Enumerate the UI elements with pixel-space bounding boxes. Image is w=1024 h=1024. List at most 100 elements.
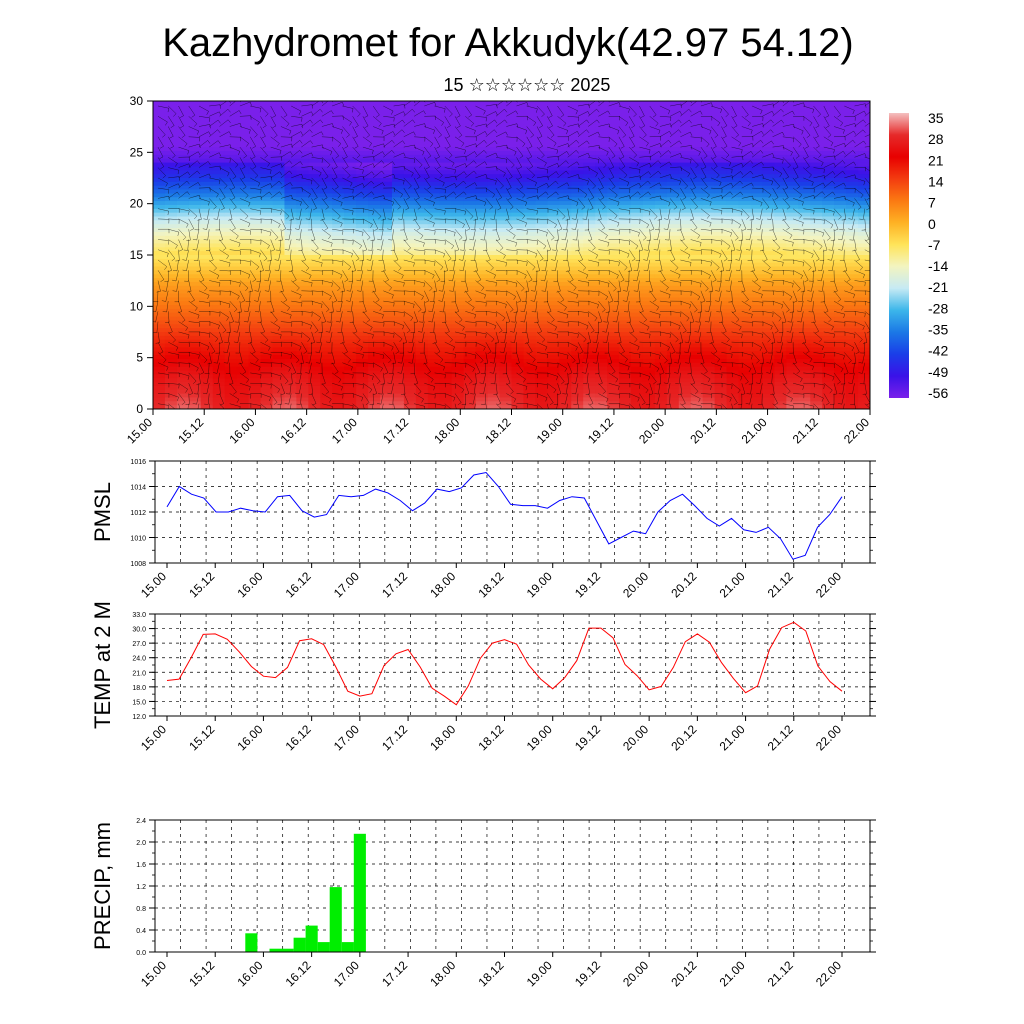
heatmap-cell — [583, 305, 596, 310]
heatmap-cell — [750, 335, 764, 341]
heatmap-cell — [439, 389, 453, 395]
heatmap-cell — [678, 251, 692, 256]
heatmap-cell — [571, 212, 584, 218]
heatmap-cell — [535, 158, 548, 164]
heatmap-cell — [690, 185, 704, 191]
heatmap-cell — [499, 185, 513, 191]
heatmap-cell — [356, 362, 369, 368]
heatmap-cell — [690, 378, 704, 383]
heatmap-cell — [296, 193, 309, 198]
heatmap-cell — [308, 401, 321, 406]
heatmap-cell — [642, 366, 656, 372]
heatmap-cell — [236, 351, 250, 356]
heatmap-cell — [487, 312, 501, 318]
heatmap-cell — [463, 212, 477, 218]
heatmap-cell — [356, 370, 369, 375]
heatmap-cell — [344, 351, 357, 356]
heatmap-cell — [176, 216, 190, 221]
heatmap-cell — [176, 328, 190, 333]
heatmap-cell — [714, 201, 728, 206]
heatmap-cell — [403, 170, 417, 175]
heatmap-cell — [284, 266, 297, 271]
heatmap-cell — [392, 247, 405, 252]
heatmap-cell — [523, 358, 536, 364]
heatmap-cell — [654, 154, 668, 160]
heatmap-cell — [368, 374, 381, 379]
heatmap-cell — [296, 278, 309, 283]
heatmap-cell — [678, 362, 692, 368]
heatmap-cell — [595, 131, 608, 137]
wind-barb — [168, 105, 177, 114]
heatmap-cell — [750, 255, 764, 260]
heatmap-cell — [153, 112, 166, 117]
heatmap-cell — [583, 239, 596, 245]
heatmap-cell — [380, 355, 393, 360]
heatmap-cell — [176, 235, 190, 241]
heatmap-cell — [702, 343, 716, 348]
heatmap-cell — [475, 104, 489, 110]
heatmap-cell — [344, 231, 357, 237]
heatmap-cell — [583, 120, 596, 125]
heatmap-cell — [571, 385, 584, 391]
heatmap-cell — [392, 316, 405, 322]
heatmap-cell — [499, 235, 513, 241]
heatmap-cell — [153, 189, 166, 194]
heatmap-cell — [798, 320, 811, 325]
heatmap-cell — [774, 320, 787, 325]
heatmap-cell — [666, 204, 680, 210]
heatmap-cell — [380, 162, 393, 168]
heatmap-cell — [678, 147, 692, 152]
heatmap-cell — [523, 370, 536, 375]
heatmap-cell — [427, 212, 441, 218]
heatmap-cell — [164, 201, 178, 206]
heatmap-cell — [858, 366, 870, 372]
heatmap-cell — [774, 135, 787, 141]
heatmap-cell — [846, 116, 859, 121]
heatmap-cell — [403, 178, 417, 183]
heatmap-cell — [547, 151, 560, 156]
heatmap-cell — [511, 235, 525, 241]
heatmap-cell — [499, 258, 513, 264]
heatmap-cell — [344, 174, 357, 179]
heatmap-cell — [774, 293, 787, 298]
heatmap-cell — [858, 101, 870, 106]
heatmap-cell — [678, 181, 692, 187]
heatmap-cell — [762, 339, 775, 345]
heatmap-cell — [714, 124, 728, 129]
heatmap-cell — [834, 285, 847, 291]
heatmap-cell — [356, 158, 369, 164]
heatmap-cell — [499, 201, 513, 206]
heatmap-cell — [738, 285, 752, 291]
heatmap-cell — [439, 393, 453, 399]
heatmap-cell — [810, 370, 823, 375]
heatmap-cell — [296, 162, 309, 168]
heatmap-cell — [571, 162, 584, 168]
heatmap-cell — [786, 101, 799, 106]
heatmap-cell — [774, 201, 787, 206]
heatmap-cell — [858, 235, 870, 241]
heatmap-cell — [858, 108, 870, 114]
heatmap-cell — [224, 339, 238, 345]
heatmap-cell — [463, 262, 477, 268]
heatmap-cell — [583, 347, 596, 352]
heatmap-cell — [523, 389, 536, 395]
heatmap-cell — [368, 166, 381, 171]
heatmap-cell — [583, 162, 596, 168]
heatmap-cell — [654, 235, 668, 241]
heatmap-cell — [153, 127, 166, 133]
heatmap-cell — [176, 197, 190, 202]
heatmap-cell — [690, 316, 704, 322]
heatmap-cell — [475, 351, 489, 356]
heatmap-cell — [786, 220, 799, 225]
heatmap-cell — [654, 393, 668, 399]
heatmap-cell — [392, 312, 405, 318]
heatmap-cell — [858, 389, 870, 395]
heatmap-cell — [320, 181, 333, 187]
heatmap-cell — [475, 154, 489, 160]
heatmap-cell — [666, 247, 680, 252]
heatmap-cell — [678, 285, 692, 291]
heatmap-cell — [368, 170, 381, 175]
heatmap-cell — [356, 266, 369, 271]
heatmap-cell — [356, 143, 369, 148]
heatmap-cell — [858, 339, 870, 345]
